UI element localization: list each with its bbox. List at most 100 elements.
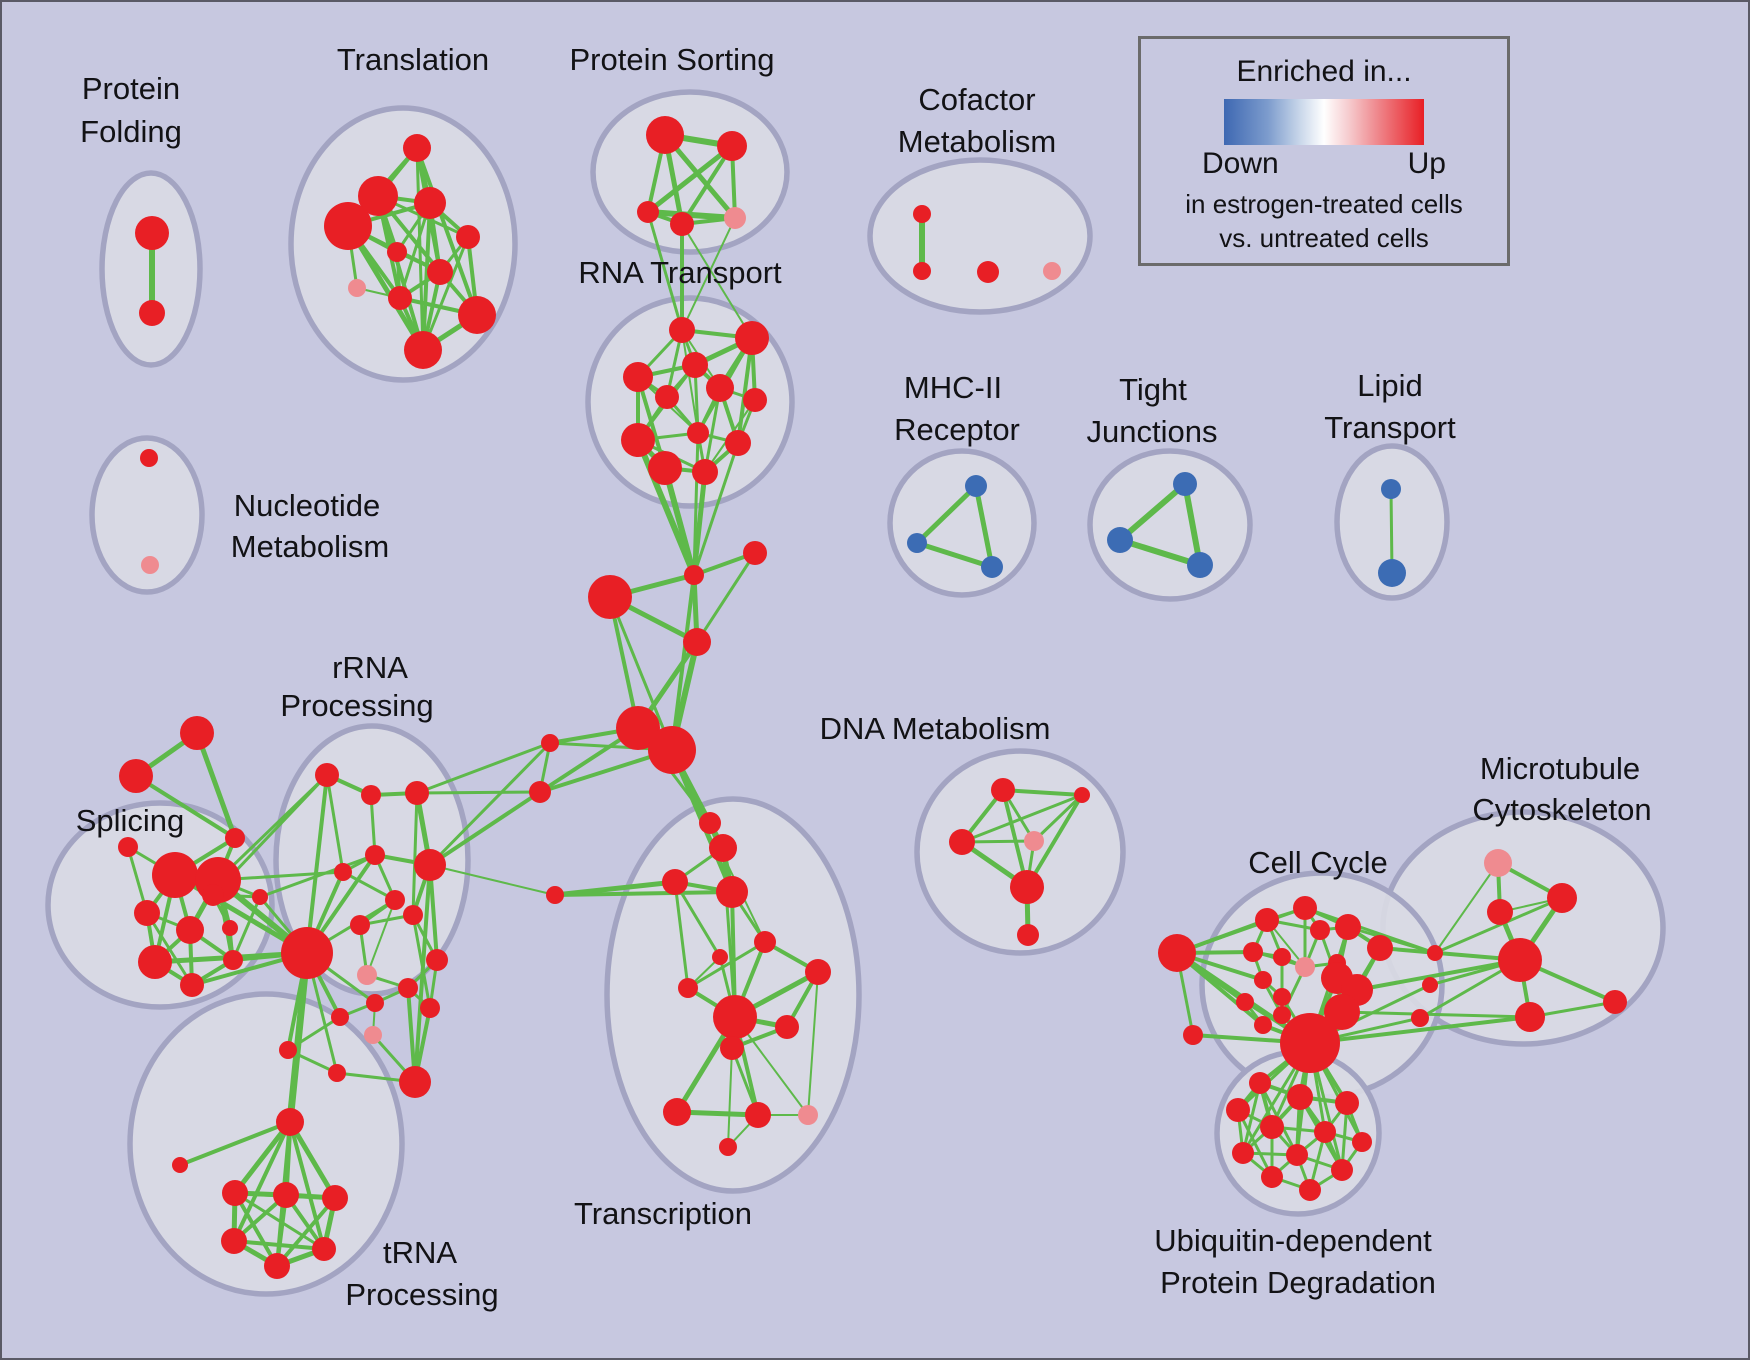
edge [807, 971, 819, 1116]
gene-set-node [1299, 1179, 1321, 1201]
gene-set-node [385, 890, 405, 910]
gene-set-node [1411, 1009, 1429, 1027]
gene-set-node [138, 945, 172, 979]
edge [288, 1120, 326, 1251]
edge [345, 223, 426, 353]
gene-set-node [172, 1157, 188, 1173]
edge [645, 209, 738, 221]
gene-set-node [1378, 559, 1406, 587]
edge [635, 437, 697, 578]
gene-set-node [1017, 924, 1039, 946]
cluster-labels-layer: Protein Folding Translation Protein Sorting… [76, 42, 1652, 1312]
cluster-label-protein-folding: Protein [82, 71, 180, 106]
edge [366, 899, 396, 976]
cluster-label-rrna-processing: Processing [280, 688, 433, 723]
edge [287, 1119, 338, 1201]
cluster-label-mhc-ii-receptor: Receptor [894, 412, 1020, 447]
edge [553, 890, 734, 897]
gene-set-node [225, 828, 245, 848]
edge [428, 741, 552, 867]
edge [960, 793, 1084, 844]
gene-set-node [743, 541, 767, 565]
gene-set-node [140, 449, 158, 467]
gene-set-node [364, 1026, 382, 1044]
gene-set-node [365, 845, 385, 865]
gene-set-node [1335, 1091, 1359, 1115]
gene-set-node [588, 575, 632, 619]
gene-set-node [1173, 472, 1197, 496]
gene-set-node [648, 451, 682, 485]
cluster-label-ubiquitin-degradation: Ubiquitin-dependent [1154, 1223, 1432, 1258]
gene-set-node [683, 628, 711, 656]
gene-set-node [358, 176, 398, 216]
gene-set-node [1487, 899, 1513, 925]
gene-set-node [403, 905, 423, 925]
gene-set-node [754, 931, 776, 953]
edge [1032, 793, 1084, 843]
edge [1389, 487, 1394, 575]
gene-set-node [949, 829, 975, 855]
legend-subtitle-line2: vs. untreated cells [1219, 223, 1429, 253]
gene-set-node [152, 852, 198, 898]
gene-set-node [529, 781, 551, 803]
edge [415, 790, 542, 795]
edge [721, 846, 737, 1019]
gene-set-node [713, 995, 757, 1039]
edge [415, 741, 552, 795]
gene-set-node [662, 869, 688, 895]
gene-set-node [1484, 849, 1512, 877]
edge [232, 1119, 293, 1196]
edge [686, 940, 767, 990]
cluster-label-nucleotide-metabolism: Nucleotide [234, 488, 380, 523]
edge [681, 217, 736, 331]
edge [692, 441, 740, 577]
edge [428, 790, 542, 867]
gene-set-node [1158, 934, 1196, 972]
cluster-label-tight-junctions: Junctions [1087, 414, 1218, 449]
cluster-label-splicing: Splicing [76, 803, 185, 838]
edge [233, 1191, 326, 1251]
legend-gradient-bar [1224, 99, 1424, 145]
edge [1434, 862, 1499, 954]
cluster-label-trna-processing: tRNA [383, 1235, 457, 1270]
gene-set-node [621, 423, 655, 457]
gene-set-node [1280, 1013, 1340, 1073]
gene-set-node [324, 202, 372, 250]
gene-set-node [1243, 942, 1263, 962]
gene-set-node [1515, 1002, 1545, 1032]
edge [1433, 896, 1564, 955]
cluster-label-ubiquitin-degradation: Protein Degradation [1160, 1265, 1436, 1300]
gene-set-node [720, 1036, 744, 1060]
gene-set-node [1286, 1144, 1308, 1166]
edge [398, 201, 432, 300]
gene-set-node [1422, 977, 1438, 993]
cluster-label-microtubule-cytoskeleton: Microtubule [1480, 751, 1640, 786]
gene-set-node [1314, 1121, 1336, 1143]
gene-set-node [678, 978, 698, 998]
cluster-label-translation: Translation [337, 42, 489, 77]
gene-set-node [334, 863, 352, 881]
gene-set-node [1287, 1084, 1313, 1110]
gene-set-node [1024, 831, 1044, 851]
gene-set-node [541, 734, 559, 752]
edge [1001, 788, 1084, 797]
gene-set-node [1074, 787, 1090, 803]
cluster-ellipse-nucleotide-metabolism [89, 435, 205, 595]
gene-set-node [725, 430, 751, 456]
gene-set-node [348, 279, 366, 297]
gene-set-node [1547, 883, 1577, 913]
gene-set-node [717, 131, 747, 161]
gene-set-node [1254, 971, 1272, 989]
gene-set-node [616, 706, 660, 750]
gene-set-node [724, 207, 746, 229]
gene-set-node [1226, 1098, 1250, 1122]
gene-set-node [1335, 914, 1361, 940]
edge [608, 595, 640, 730]
edge [1182, 481, 1203, 568]
gene-set-node [1183, 1025, 1203, 1045]
gene-set-node [648, 726, 696, 774]
edge [134, 774, 237, 840]
gene-set-node [663, 1098, 691, 1126]
gene-set-node [1293, 896, 1317, 920]
